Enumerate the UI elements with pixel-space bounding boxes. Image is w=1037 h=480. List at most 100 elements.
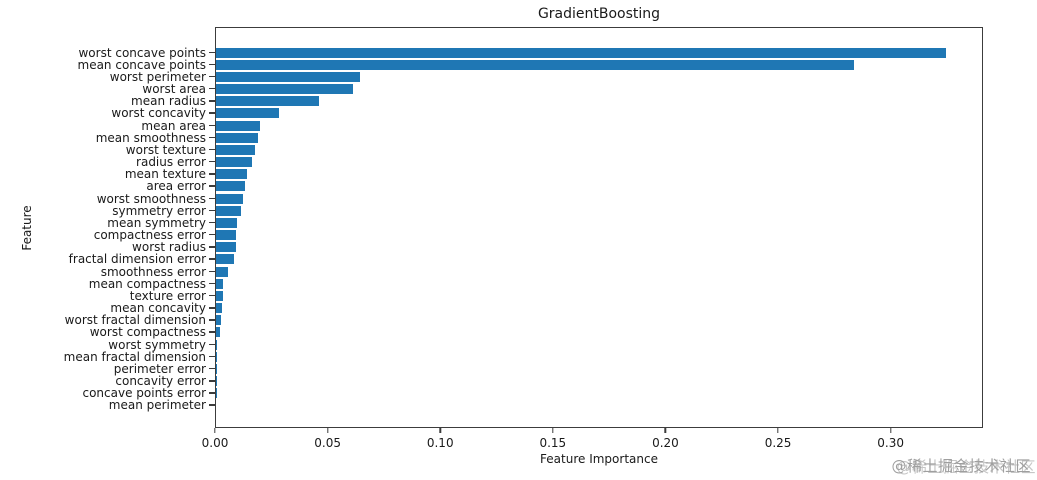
y-axis-label: Feature <box>20 205 34 251</box>
bar <box>216 169 247 180</box>
bar <box>216 290 223 301</box>
bar-rows: worst concave points mean concave points w… <box>64 28 982 427</box>
bar <box>216 59 854 70</box>
bar <box>216 157 252 168</box>
y-tick-mark <box>209 258 215 260</box>
bar <box>216 205 241 216</box>
y-tick-mark <box>209 343 215 346</box>
bar-row: worst concave points <box>78 47 982 59</box>
bar-row: worst texture <box>126 144 982 156</box>
bar-row: mean concave points <box>78 59 982 71</box>
y-tick-mark <box>209 294 215 297</box>
x-axis-label: Feature Importance <box>540 452 658 466</box>
watermark: @稀土掘金技术社区 @稀土掘金技术社区 <box>891 455 1035 476</box>
plot-area: worst concave points mean concave points w… <box>64 27 983 428</box>
x-tick-label: 0.25 <box>764 436 792 450</box>
bar-row: worst perimeter <box>110 71 982 83</box>
x-axis: 0.00 0.05 0.10 0.15 0.20 0.25 0.30 <box>202 428 983 454</box>
bar <box>216 242 236 253</box>
y-tick-mark <box>209 307 215 309</box>
y-tick-label: mean fractal dimension <box>63 349 206 364</box>
x-tick-mark <box>552 428 554 433</box>
bar-row: radius error <box>136 156 982 168</box>
bar <box>216 132 258 143</box>
y-tick-mark <box>209 282 215 285</box>
x-tick-mark <box>326 428 329 433</box>
y-tick-mark <box>209 367 215 370</box>
y-tick-mark <box>209 197 215 199</box>
y-tick-mark <box>209 75 215 78</box>
bar-row: smoothness error <box>101 266 982 278</box>
y-tick-mark <box>209 355 215 358</box>
bar-row: mean compactness <box>89 278 982 290</box>
bar <box>216 181 245 192</box>
watermark-text-overlap: @稀土掘金技术社区 <box>896 458 1036 476</box>
bar-row: mean texture <box>125 168 982 180</box>
bar-row: mean concavity <box>110 302 982 314</box>
bar <box>216 327 221 338</box>
bar <box>216 339 218 350</box>
bar-row: mean perimeter <box>109 399 982 411</box>
x-tick-mark <box>777 428 779 433</box>
bar <box>216 278 224 289</box>
y-tick-mark <box>209 221 215 224</box>
x-tick-label: 0.00 <box>201 436 229 450</box>
bar-row: texture error <box>130 290 982 302</box>
bar-row: concave points error <box>82 387 982 399</box>
bar <box>216 71 360 82</box>
bar-row: worst fractal dimension <box>65 314 982 326</box>
y-tick-label: worst symmetry <box>108 337 206 352</box>
x-tick-mark <box>889 428 892 433</box>
x-tick-mark <box>439 428 441 433</box>
y-tick-label: mean concave points <box>77 57 207 72</box>
x-tick-mark <box>664 428 667 433</box>
bar <box>216 315 222 326</box>
y-tick-label: compactness error <box>93 228 206 243</box>
bar-row: area error <box>146 180 982 192</box>
bar-row: symmetry error <box>112 205 982 217</box>
y-tick-mark <box>209 63 215 66</box>
y-tick-label: mean radius <box>131 94 206 109</box>
bar-row: concavity error <box>115 375 982 387</box>
bar <box>216 193 243 204</box>
y-tick-label: concave points error <box>82 386 206 401</box>
y-tick-label: worst fractal dimension <box>64 313 206 328</box>
y-tick-mark <box>209 246 215 248</box>
y-tick-mark <box>209 319 215 321</box>
bar <box>216 217 238 228</box>
y-tick-label: worst concave points <box>78 45 206 60</box>
bar-row: perimeter error <box>114 363 982 375</box>
bar-row: mean fractal dimension <box>64 351 982 363</box>
bar-row: worst concavity <box>111 107 982 119</box>
bar-row: worst area <box>142 83 982 95</box>
y-tick-label: area error <box>146 179 206 194</box>
y-tick-label: worst compactness <box>89 325 206 340</box>
bar <box>216 144 255 155</box>
y-tick-mark <box>209 392 215 394</box>
y-tick-label: worst area <box>142 82 206 97</box>
bar-row: mean symmetry <box>107 217 982 229</box>
y-tick-label: mean perimeter <box>108 398 206 413</box>
bar <box>216 254 235 265</box>
y-tick-label: perimeter error <box>113 361 206 376</box>
y-tick-mark <box>209 404 215 406</box>
y-tick-label: concavity error <box>115 374 206 389</box>
bar <box>216 230 237 241</box>
bar-row: worst smoothness <box>97 193 982 205</box>
bar-row: mean smoothness <box>96 132 982 144</box>
bar-row: worst radius <box>132 241 982 253</box>
y-tick-mark <box>209 185 215 187</box>
bar <box>216 108 279 119</box>
x-tick-label: 0.05 <box>314 436 341 450</box>
x-tick-label: 0.10 <box>426 436 454 450</box>
y-tick-mark <box>209 331 215 333</box>
x-tick-label: 0.20 <box>652 436 679 450</box>
y-tick-mark <box>209 136 215 139</box>
y-tick-label: smoothness error <box>100 264 206 279</box>
bar <box>216 303 223 314</box>
y-tick-label: fractal dimension error <box>68 252 206 267</box>
x-tick-label: 0.15 <box>539 436 567 450</box>
bar-row: mean area <box>141 120 982 132</box>
y-tick-label: symmetry error <box>112 203 206 218</box>
y-tick-mark <box>209 270 215 272</box>
